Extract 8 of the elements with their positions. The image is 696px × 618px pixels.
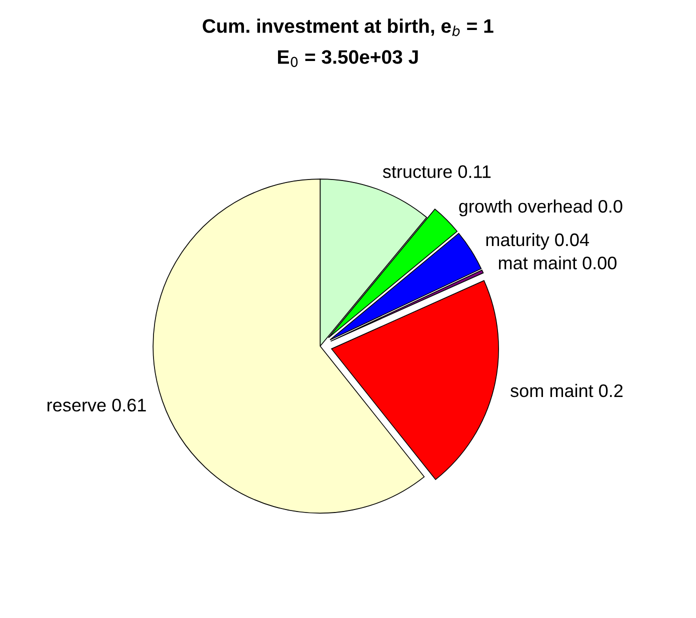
chart-title: Cum. investment at birth, e$_{b}$ = 1 [202,18,494,36]
slice-label: maturity 0.04 [486,232,590,250]
slice-label: structure 0.11 [382,165,491,178]
slice-label: growth overhead 0.0 [459,199,622,216]
slice-label: mat maint 0.00 [498,256,616,270]
slice-label: som maint 0.2 [510,384,623,398]
slice-label: reserve 0.61 [48,398,146,412]
chart-subtitle: E$_{0}$ = 3.50e+03 J [278,50,418,68]
